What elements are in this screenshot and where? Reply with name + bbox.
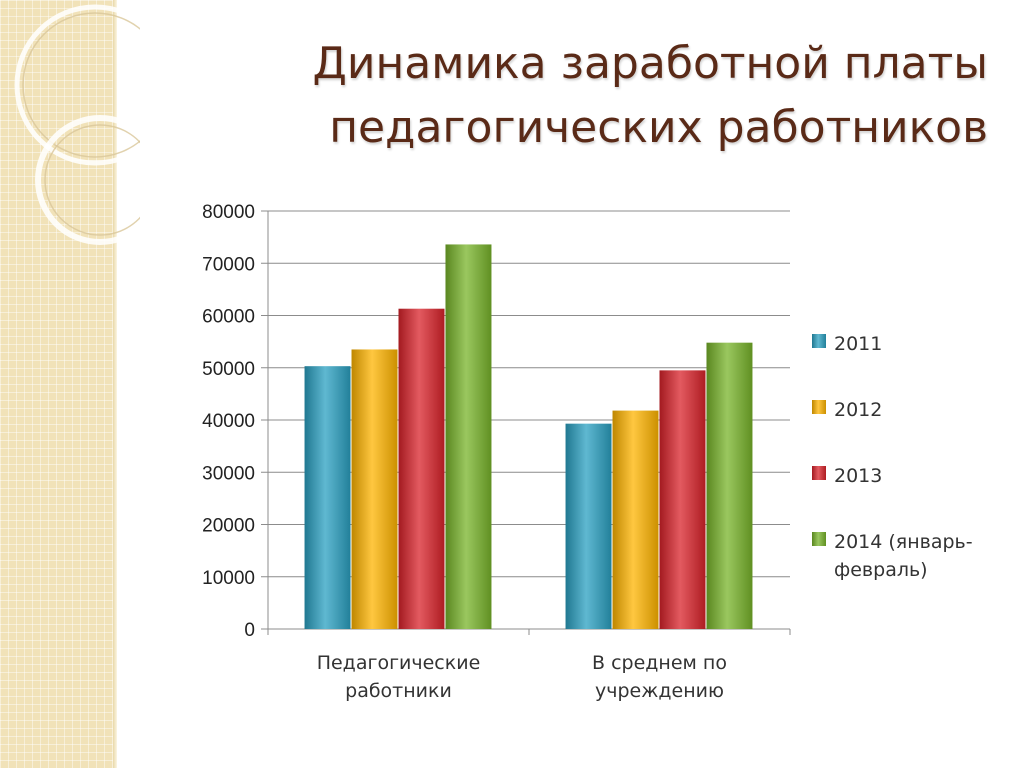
x-category-label: В среднем по учреждению [592, 652, 727, 702]
y-tick-label: 40000 [202, 411, 255, 432]
x-category-label: Педагогические работники [317, 652, 481, 702]
bar-2012-cat1 [351, 349, 398, 629]
bar-2011-cat2 [565, 423, 612, 629]
bar-2011-cat1 [304, 366, 351, 629]
y-tick-label: 70000 [202, 254, 255, 275]
y-tick-label: 50000 [202, 359, 255, 380]
legend-label: 2014 (январь-февраль) [834, 531, 973, 581]
y-tick-label: 60000 [202, 307, 255, 328]
legend-label: 2011 [834, 333, 882, 355]
legend-swatch [812, 334, 826, 348]
slide-title-line-2: педагогических работников [329, 102, 988, 153]
legend-label: 2013 [834, 465, 882, 487]
legend-swatch [812, 400, 826, 414]
legend-swatch [812, 532, 826, 546]
bar-2013-cat2 [659, 370, 706, 629]
y-tick-label: 0 [244, 620, 255, 641]
decorative-side-panel [0, 0, 114, 768]
y-tick-label: 20000 [202, 516, 255, 537]
bar-2014-cat1 [445, 244, 492, 629]
side-panel-edge [113, 0, 117, 768]
y-tick-label: 80000 [202, 202, 255, 223]
legend-label: 2012 [834, 399, 882, 421]
slide-title-line-1: Динамика заработной платы [312, 38, 988, 89]
y-tick-label: 10000 [202, 568, 255, 589]
bar-2014-cat2 [706, 342, 753, 629]
bar-2013-cat1 [398, 308, 445, 629]
slide-title: Динамика заработной платы педагогических… [228, 32, 988, 160]
decorative-rings [14, 4, 140, 245]
legend-swatch [812, 466, 826, 480]
y-tick-label: 30000 [202, 463, 255, 484]
bar-2012-cat2 [612, 410, 659, 629]
